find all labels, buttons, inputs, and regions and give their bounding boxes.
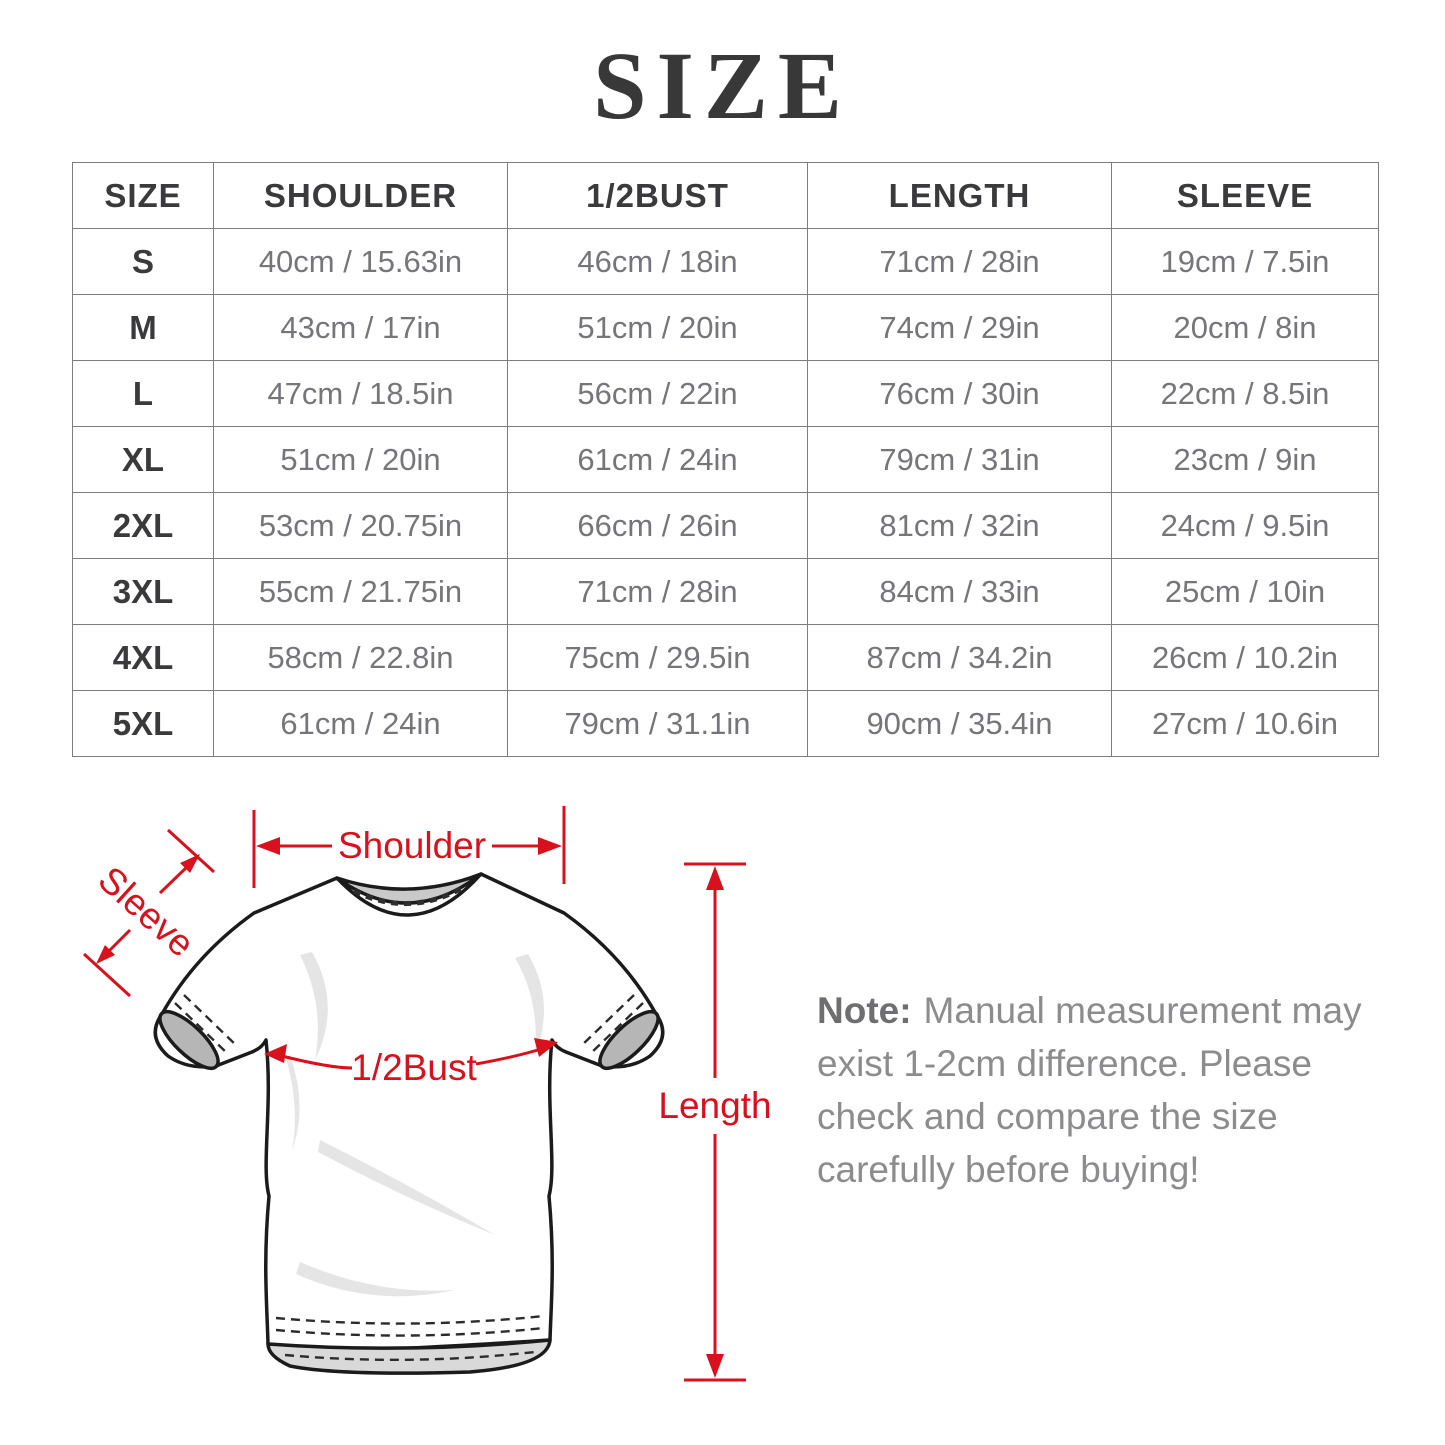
length-cell: 76cm / 30in bbox=[807, 360, 1112, 427]
note: Note: Manual measurement may exist 1-2cm … bbox=[817, 984, 1397, 1196]
sleeve-cell: 25cm / 10in bbox=[1111, 558, 1379, 625]
bust-cell: 46cm / 18in bbox=[507, 228, 808, 295]
shoulder-cell: 53cm / 20.75in bbox=[213, 492, 508, 559]
shoulder-cell: 47cm / 18.5in bbox=[213, 360, 508, 427]
shoulder-cell: 55cm / 21.75in bbox=[213, 558, 508, 625]
table-row: M 43cm / 17in 51cm / 20in 74cm / 29in 20… bbox=[72, 294, 1379, 361]
collar bbox=[335, 872, 483, 907]
length-cell: 71cm / 28in bbox=[807, 228, 1112, 295]
table-row: S 40cm / 15.63in 46cm / 18in 71cm / 28in… bbox=[72, 228, 1379, 295]
table-row: 5XL 61cm / 24in 79cm / 31.1in 90cm / 35.… bbox=[72, 690, 1379, 757]
bust-label: 1/2Bust bbox=[351, 1047, 477, 1088]
sleeve-cell: 20cm / 8in bbox=[1111, 294, 1379, 361]
size-cell: 4XL bbox=[72, 624, 214, 691]
sleeve-cell: 23cm / 9in bbox=[1111, 426, 1379, 493]
note-label: Note: bbox=[817, 990, 912, 1031]
column-header-length: LENGTH bbox=[807, 162, 1112, 229]
length-cell: 90cm / 35.4in bbox=[807, 690, 1112, 757]
sleeve-cell: 26cm / 10.2in bbox=[1111, 624, 1379, 691]
bust-cell: 75cm / 29.5in bbox=[507, 624, 808, 691]
sleeve-cell: 24cm / 9.5in bbox=[1111, 492, 1379, 559]
bust-cell: 79cm / 31.1in bbox=[507, 690, 808, 757]
tshirt-illustration bbox=[153, 872, 665, 1375]
hem bbox=[266, 1314, 552, 1375]
note-line: carefully before buying! bbox=[817, 1149, 1200, 1190]
header-row: SIZE SHOULDER 1/2BUST LENGTH SLEEVE bbox=[72, 162, 1379, 229]
size-cell: 5XL bbox=[72, 690, 214, 757]
table-row: XL 51cm / 20in 61cm / 24in 79cm / 31in 2… bbox=[72, 426, 1379, 493]
sleeve-cell: 22cm / 8.5in bbox=[1111, 360, 1379, 427]
size-table: SIZE SHOULDER 1/2BUST LENGTH SLEEVE S 40… bbox=[72, 162, 1379, 757]
note-line: Note: Manual measurement may bbox=[817, 984, 1397, 1037]
bust-cell: 71cm / 28in bbox=[507, 558, 808, 625]
size-cell: L bbox=[72, 360, 214, 427]
bust-arrow bbox=[264, 1038, 558, 1070]
size-cell: M bbox=[72, 294, 214, 361]
table-row: L 47cm / 18.5in 56cm / 22in 76cm / 30in … bbox=[72, 360, 1379, 427]
table-row: 3XL 55cm / 21.75in 71cm / 28in 84cm / 33… bbox=[72, 558, 1379, 625]
size-cell: S bbox=[72, 228, 214, 295]
length-arrow bbox=[684, 862, 746, 1382]
size-cell: 2XL bbox=[72, 492, 214, 559]
tshirt-size-diagram: Shoulder Sleeve 1/2Bust Length bbox=[82, 806, 772, 1382]
sleeve-cell: 27cm / 10.6in bbox=[1111, 690, 1379, 757]
note-line: check and compare the size bbox=[817, 1096, 1278, 1137]
sleeve-arrow bbox=[82, 828, 216, 998]
sleeve-cell: 19cm / 7.5in bbox=[1111, 228, 1379, 295]
bust-cell: 56cm / 22in bbox=[507, 360, 808, 427]
bust-cell: 61cm / 24in bbox=[507, 426, 808, 493]
tshirt-outline bbox=[153, 872, 665, 1352]
column-header-size: SIZE bbox=[72, 162, 214, 229]
shoulder-cell: 43cm / 17in bbox=[213, 294, 508, 361]
shoulder-cell: 40cm / 15.63in bbox=[213, 228, 508, 295]
shoulder-cell: 51cm / 20in bbox=[213, 426, 508, 493]
shoulder-label: Shoulder bbox=[338, 825, 486, 866]
right-cuff bbox=[580, 994, 660, 1071]
shoulder-arrow bbox=[252, 806, 566, 888]
length-cell: 74cm / 29in bbox=[807, 294, 1112, 361]
shoulder-cell: 61cm / 24in bbox=[213, 690, 508, 757]
length-cell: 84cm / 33in bbox=[807, 558, 1112, 625]
length-label: Length bbox=[658, 1085, 771, 1126]
bust-cell: 66cm / 26in bbox=[507, 492, 808, 559]
note-text: Manual measurement may bbox=[923, 990, 1362, 1031]
note-line: exist 1-2cm difference. Please bbox=[817, 1043, 1312, 1084]
length-cell: 79cm / 31in bbox=[807, 426, 1112, 493]
column-header-bust: 1/2BUST bbox=[507, 162, 808, 229]
table-row: 2XL 53cm / 20.75in 66cm / 26in 81cm / 32… bbox=[72, 492, 1379, 559]
shoulder-cell: 58cm / 22.8in bbox=[213, 624, 508, 691]
column-header-sleeve: SLEEVE bbox=[1111, 162, 1379, 229]
column-header-shoulder: SHOULDER bbox=[213, 162, 508, 229]
left-cuff bbox=[158, 994, 238, 1071]
length-cell: 87cm / 34.2in bbox=[807, 624, 1112, 691]
table-row: 4XL 58cm / 22.8in 75cm / 29.5in 87cm / 3… bbox=[72, 624, 1379, 691]
size-cell: XL bbox=[72, 426, 214, 493]
page-title: SIZE bbox=[593, 32, 852, 139]
size-cell: 3XL bbox=[72, 558, 214, 625]
length-cell: 81cm / 32in bbox=[807, 492, 1112, 559]
bust-cell: 51cm / 20in bbox=[507, 294, 808, 361]
